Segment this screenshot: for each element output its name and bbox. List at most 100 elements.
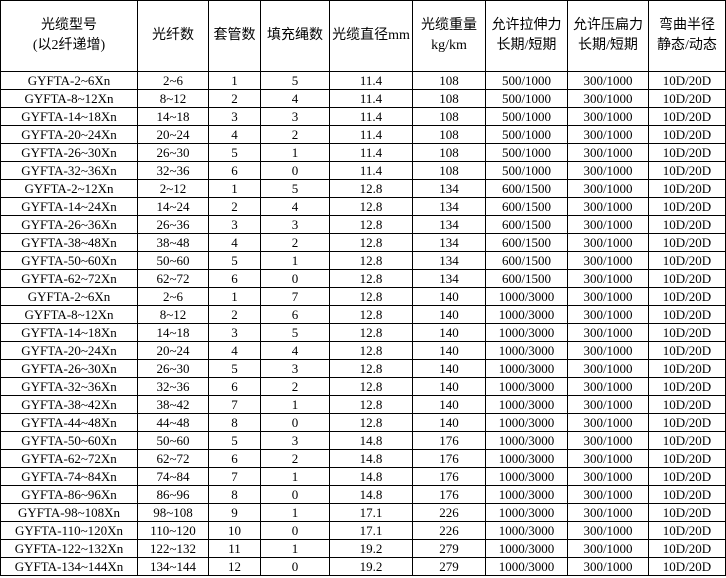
table-row: GYFTA-2~12Xn 2~12 1 5 12.8 134 600/1500 300/100… (0, 179, 726, 198)
table-cell: 5 (208, 251, 261, 270)
table-cell: 1 (260, 143, 330, 162)
header-text: 允许拉伸力 (491, 18, 562, 33)
table-cell: 20~24 (137, 341, 209, 360)
table-cell: 0 (260, 161, 330, 180)
table-cell: 300/1000 (567, 89, 649, 108)
table-cell: 3 (260, 215, 330, 234)
table-cell: 1000/3000 (485, 539, 568, 558)
table-cell: 300/1000 (567, 251, 649, 270)
table-cell: GYFTA-14~24Xn (0, 197, 138, 216)
table-cell: 0 (260, 485, 330, 504)
table-cell: 2 (208, 305, 261, 324)
table-row: GYFTA-86~96Xn 86~96 8 0 14.8 176 1000/3000 300/… (0, 485, 726, 504)
table-cell: 2~6 (137, 287, 209, 306)
table-cell: 108 (412, 125, 486, 144)
table-cell: 2 (260, 377, 330, 396)
header-text: 光纤数 (152, 28, 194, 43)
table-cell: 1000/3000 (485, 467, 568, 486)
table-cell: 300/1000 (567, 323, 649, 342)
table-cell: 600/1500 (485, 215, 568, 234)
table-cell: 1000/3000 (485, 503, 568, 522)
table-cell: 10D/20D (648, 539, 726, 558)
table-cell: 10D/20D (648, 305, 726, 324)
table-cell: 300/1000 (567, 377, 649, 396)
table-cell: 3 (260, 107, 330, 126)
table-cell: 10D/20D (648, 557, 726, 576)
table-cell: 134 (412, 251, 486, 270)
table-cell: 1 (260, 251, 330, 270)
table-cell: 122~132 (137, 539, 209, 558)
table-cell: GYFTA-2~12Xn (0, 179, 138, 198)
table-cell: 10D/20D (648, 89, 726, 108)
table-cell: 44~48 (137, 413, 209, 432)
table-cell: 300/1000 (567, 125, 649, 144)
table-row: GYFTA-20~24Xn 20~24 4 4 12.8 140 1000/3000 300/… (0, 341, 726, 360)
table-row: GYFTA-26~30Xn 26~30 5 3 12.8 140 1000/3000 300/… (0, 359, 726, 378)
table-cell: 14.8 (329, 449, 413, 468)
table-cell: 300/1000 (567, 143, 649, 162)
table-cell: 12.8 (329, 377, 413, 396)
table-cell: 5 (260, 71, 330, 90)
table-cell: 300/1000 (567, 539, 649, 558)
table-cell: 108 (412, 71, 486, 90)
table-cell: 176 (412, 431, 486, 450)
table-cell: 5 (208, 431, 261, 450)
header-text: 套管数 (213, 28, 256, 43)
table-cell: GYFTA-26~36Xn (0, 215, 138, 234)
table-cell: 11.4 (329, 125, 413, 144)
header-text: 填充绳数 (267, 28, 323, 43)
table-cell: 4 (260, 89, 330, 108)
table-cell: 8~12 (137, 89, 209, 108)
table-cell: 38~48 (137, 233, 209, 252)
table-cell: 500/1000 (485, 125, 568, 144)
table-cell: 11.4 (329, 143, 413, 162)
table-cell: 500/1000 (485, 89, 568, 108)
table-cell: 300/1000 (567, 161, 649, 180)
table-cell: 300/1000 (567, 197, 649, 216)
table-cell: 10 (208, 521, 261, 540)
table-cell: 98~108 (137, 503, 209, 522)
table-cell: 2 (208, 197, 261, 216)
table-cell: 14~24 (137, 197, 209, 216)
table-cell: 62~72 (137, 449, 209, 468)
table-cell: 1 (260, 539, 330, 558)
table-cell: 26~30 (137, 359, 209, 378)
header-text: 光缆重量 (421, 18, 477, 33)
table-cell: 10D/20D (648, 341, 726, 360)
table-cell: 12.8 (329, 395, 413, 414)
header-cell: 允许压扁力 长期/短期 (567, 0, 649, 72)
table-cell: 6 (208, 449, 261, 468)
header-text: 光缆直径mm (332, 28, 410, 43)
table-cell: 3 (208, 215, 261, 234)
table-cell: 11.4 (329, 71, 413, 90)
table-cell: 10D/20D (648, 287, 726, 306)
table-row: GYFTA-8~12Xn 8~12 2 4 11.4 108 500/1000 300/100… (0, 89, 726, 108)
table-cell: GYFTA-134~144Xn (0, 557, 138, 576)
table-cell: 300/1000 (567, 449, 649, 468)
table-cell: 2 (260, 233, 330, 252)
table-cell: GYFTA-50~60Xn (0, 251, 138, 270)
table-cell: 5 (260, 179, 330, 198)
table-cell: 10D/20D (648, 521, 726, 540)
table-cell: 32~36 (137, 161, 209, 180)
table-cell: 1000/3000 (485, 341, 568, 360)
table-cell: 300/1000 (567, 269, 649, 288)
table-cell: 134 (412, 197, 486, 216)
table-cell: 74~84 (137, 467, 209, 486)
table-row: GYFTA-26~30Xn 26~30 5 1 11.4 108 500/1000 300/1… (0, 143, 726, 162)
table-cell: 279 (412, 539, 486, 558)
table-cell: 3 (260, 359, 330, 378)
table-cell: 14.8 (329, 467, 413, 486)
table-cell: 12.8 (329, 323, 413, 342)
table-cell: 134 (412, 179, 486, 198)
table-cell: 10D/20D (648, 449, 726, 468)
table-cell: 10D/20D (648, 503, 726, 522)
table-cell: 11 (208, 539, 261, 558)
table-cell: GYFTA-86~96Xn (0, 485, 138, 504)
table-cell: GYFTA-38~42Xn (0, 395, 138, 414)
table-cell: 7 (208, 395, 261, 414)
table-cell: 26~30 (137, 143, 209, 162)
table-cell: 134 (412, 269, 486, 288)
table-row: GYFTA-2~6Xn 2~6 1 7 12.8 140 1000/3000 300/1000… (0, 287, 726, 306)
